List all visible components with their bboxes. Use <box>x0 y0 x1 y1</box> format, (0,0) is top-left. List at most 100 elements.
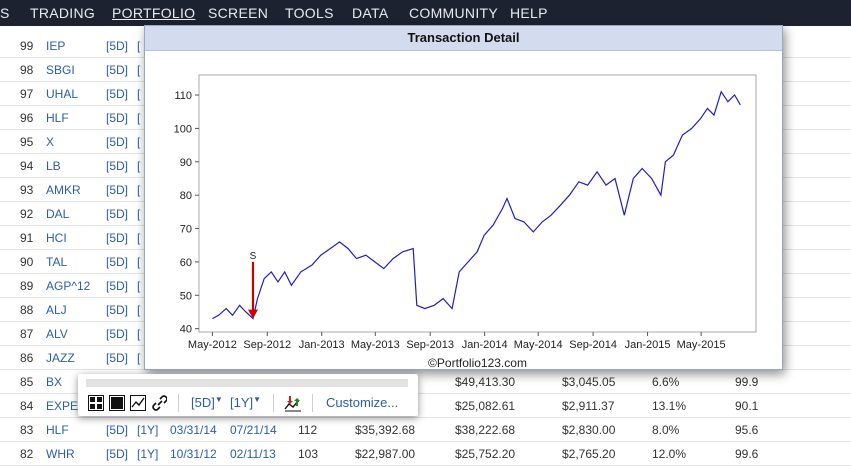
ticker-link[interactable]: UHAL <box>46 87 79 101</box>
open-date-link[interactable]: 10/31/12 <box>170 447 217 461</box>
ticker-link[interactable]: ALV <box>46 327 68 341</box>
range-5d-link[interactable]: [5D] <box>106 135 129 149</box>
range-5d-link[interactable]: [5D] <box>106 447 129 461</box>
gain-value: $3,045.05 <box>562 375 616 389</box>
ticker-link[interactable]: TAL <box>46 255 68 269</box>
range-1y-link[interactable]: [ <box>137 111 141 125</box>
link-icon[interactable] <box>151 394 167 412</box>
range-1y-dropdown[interactable]: [1Y]▼ <box>230 395 261 413</box>
toolbar-separator <box>312 394 313 412</box>
popup-header[interactable]: Transaction Detail <box>145 26 782 51</box>
ticker-link[interactable]: AMKR <box>46 183 81 197</box>
row-rank: 86 <box>20 351 34 365</box>
buy-sell-icon[interactable] <box>284 394 302 412</box>
gain-value: $2,765.20 <box>562 447 616 461</box>
range-1y-link[interactable]: [ <box>137 63 141 77</box>
nav-item-trading[interactable]: TRADING <box>30 5 96 21</box>
nav-item-tools[interactable]: TOOLS <box>285 5 334 21</box>
range-5d-link[interactable]: [5D] <box>106 255 129 269</box>
range-5d-link[interactable]: [5D] <box>106 111 129 125</box>
nav-item-community[interactable]: COMMUNITY <box>409 5 499 21</box>
ticker-link[interactable]: X <box>46 135 55 149</box>
close-date-link[interactable]: 07/21/14 <box>230 423 277 437</box>
x-tick-label: Jan-2015 <box>625 339 671 351</box>
ticker-link[interactable]: JAZZ <box>46 351 75 365</box>
range-1y-link[interactable]: [ <box>137 207 141 221</box>
ticker-link[interactable]: HLF <box>46 423 69 437</box>
range-5d-link[interactable]: [5D] <box>106 87 129 101</box>
customize-button[interactable]: Customize... <box>326 395 399 410</box>
ticker-link[interactable]: LB <box>46 159 61 173</box>
ticker-link[interactable]: SBGI <box>46 63 75 77</box>
row-rank: 97 <box>20 87 34 101</box>
range-1y-link[interactable]: [ <box>137 87 141 101</box>
range-5d-link[interactable]: [5D] <box>106 183 129 197</box>
open-date-link[interactable]: 03/31/14 <box>170 423 217 437</box>
ticker-link[interactable]: HCI <box>46 231 67 245</box>
row-rank: 92 <box>20 207 34 221</box>
range-1y-link[interactable]: [ <box>137 135 141 149</box>
range-5d-dropdown[interactable]: [5D]▼ <box>191 395 223 413</box>
row-rank: 98 <box>20 63 34 77</box>
nav-item-screen[interactable]: SCREEN <box>208 5 269 21</box>
score-value: 90.1 <box>735 399 759 413</box>
gain-value: $2,911.37 <box>562 399 615 413</box>
row-rank: 96 <box>20 111 34 125</box>
ticker-link[interactable]: WHR <box>46 447 75 461</box>
ticker-link[interactable]: IEP <box>46 39 66 53</box>
single-view-icon[interactable] <box>109 394 125 412</box>
return-pct: 8.0% <box>652 423 680 437</box>
range-1y-link[interactable]: [1Y] <box>137 423 159 437</box>
cost-value: $22,987.00 <box>355 447 416 461</box>
range-5d-link[interactable]: [5D] <box>106 159 129 173</box>
range-5d-link[interactable]: [5D] <box>106 351 129 365</box>
popup-title: Transaction Detail <box>407 30 520 45</box>
range-1y-link[interactable]: [ <box>137 351 141 365</box>
market-value: $38,222.68 <box>455 423 516 437</box>
close-date-link[interactable]: 02/11/13 <box>230 447 276 461</box>
ticker-link[interactable]: HLF <box>46 111 69 125</box>
table-row: 82 WHR [5D] [1Y] 10/31/12 02/11/13 103 $22,987.… <box>0 442 851 466</box>
range-1y-link[interactable]: [1Y] <box>137 447 159 461</box>
x-tick-label: May-2012 <box>188 339 237 351</box>
range-5d-link[interactable]: [5D] <box>106 303 129 317</box>
range-1y-label: [1Y] <box>230 395 254 410</box>
y-tick-label: 50 <box>180 290 192 302</box>
range-1y-link[interactable]: [ <box>137 279 141 293</box>
shares-value: 112 <box>298 423 318 437</box>
ticker-link[interactable]: EXPE <box>46 399 79 413</box>
range-5d-link[interactable]: [5D] <box>106 63 129 77</box>
chart-icon[interactable] <box>130 394 146 412</box>
range-5d-link[interactable]: [5D] <box>106 231 129 245</box>
chevron-down-icon: ▼ <box>253 395 262 404</box>
nav-item-s[interactable]: S <box>0 5 10 21</box>
y-tick-label: 110 <box>174 90 192 102</box>
table-row: 85BX5$49,413.30$3,045.056.6%99.9 <box>0 370 851 394</box>
ticker-link[interactable]: ALJ <box>46 303 67 317</box>
range-1y-link[interactable]: [ <box>137 159 141 173</box>
series-line-expe <box>212 90 741 320</box>
ticker-link[interactable]: BX <box>46 375 63 389</box>
nav-item-portfolio[interactable]: PORTFOLIO <box>112 5 196 21</box>
ticker-link[interactable]: AGP^12 <box>46 279 91 293</box>
ticker-link[interactable]: DAL <box>46 207 70 221</box>
range-5d-link[interactable]: [5D] <box>106 207 129 221</box>
range-1y-link[interactable]: [ <box>137 255 141 269</box>
range-1y-link[interactable]: [ <box>137 39 141 53</box>
nav-item-help[interactable]: HELP <box>510 5 548 21</box>
nav-item-data[interactable]: DATA <box>352 5 389 21</box>
y-tick-label: 40 <box>180 324 192 336</box>
toolbar-drag-strip[interactable] <box>86 379 408 387</box>
range-5d-link[interactable]: [5D] <box>106 39 129 53</box>
range-1y-link[interactable]: [ <box>137 183 141 197</box>
range-5d-link[interactable]: [5D] <box>106 279 129 293</box>
range-1y-link[interactable]: [ <box>137 327 141 341</box>
row-rank: 90 <box>20 255 34 269</box>
transaction-detail-popup: Transaction Detail 40 50 60 70 80 90 100 110 May… <box>144 25 783 370</box>
x-tick-label: Sep-2014 <box>569 339 617 351</box>
range-5d-link[interactable]: [5D] <box>106 423 129 437</box>
grid-view-icon[interactable] <box>88 394 104 412</box>
range-1y-link[interactable]: [ <box>137 303 141 317</box>
range-5d-link[interactable]: [5D] <box>106 327 129 341</box>
range-1y-link[interactable]: [ <box>137 231 141 245</box>
